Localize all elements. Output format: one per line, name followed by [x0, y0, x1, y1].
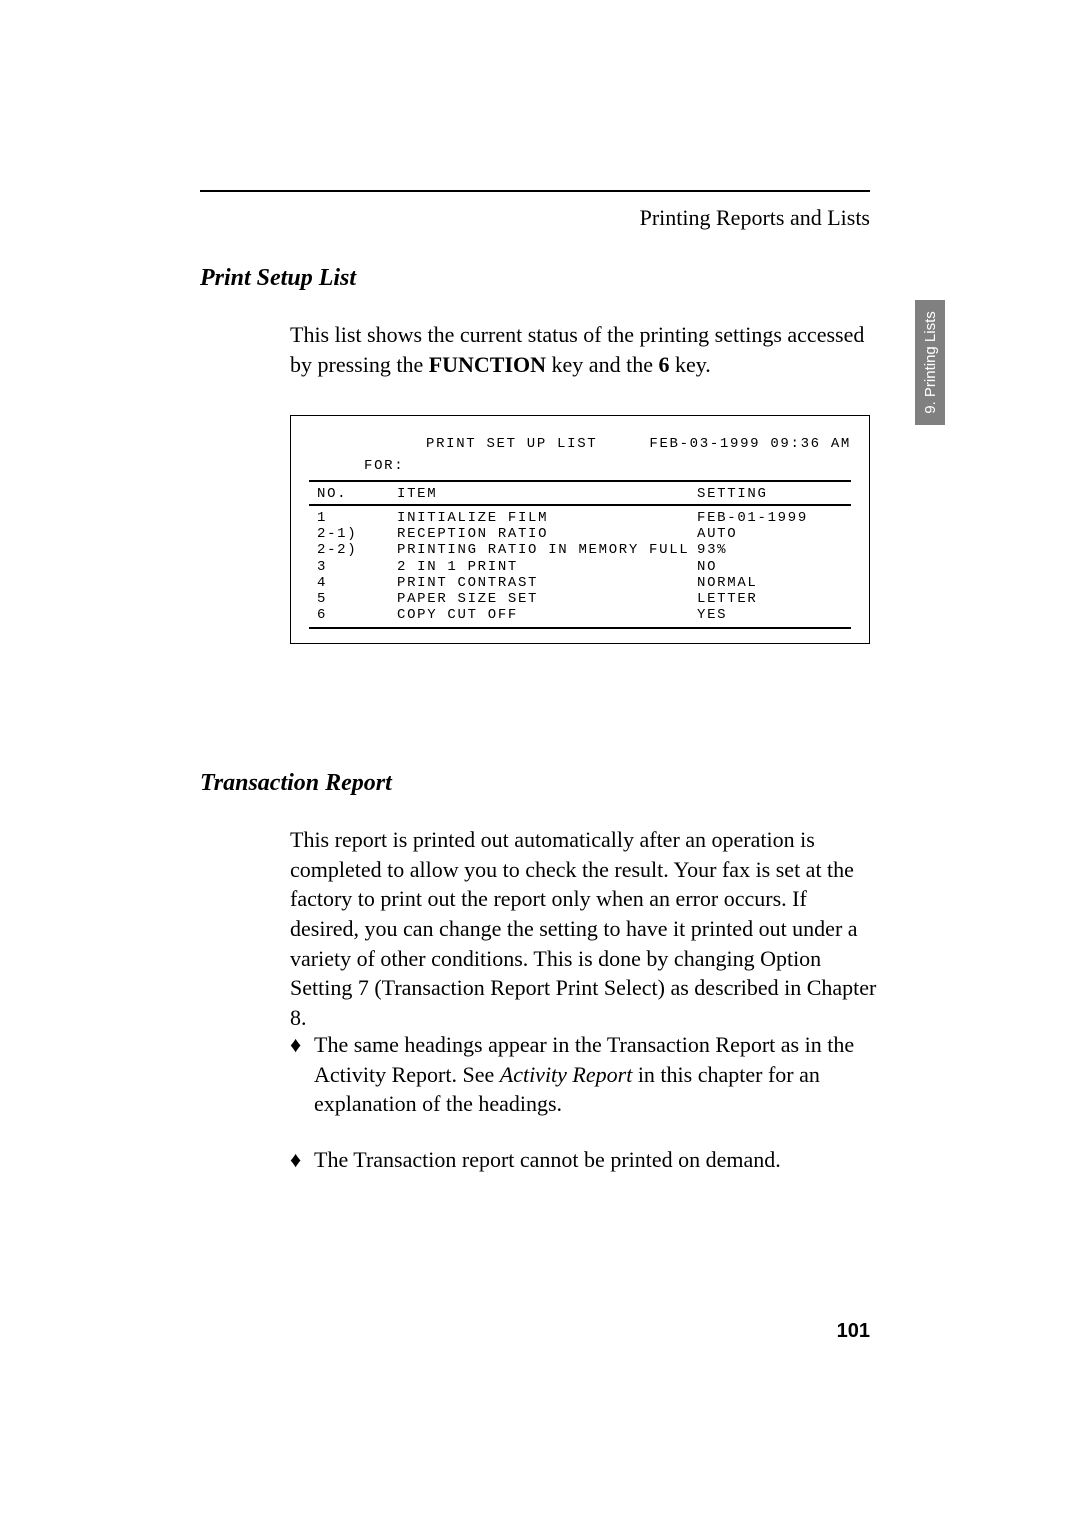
- table-header-row: NO. ITEM SETTING: [309, 482, 851, 504]
- cell-setting: 93%: [697, 542, 851, 558]
- bullet-text: The same headings appear in the Transact…: [314, 1030, 880, 1119]
- table-row: 6 COPY CUT OFF YES: [309, 607, 851, 623]
- table-rule: [309, 627, 851, 629]
- print-setup-intro: This list shows the current status of th…: [290, 320, 870, 379]
- cell-setting: NO: [697, 559, 851, 575]
- cell-item: COPY CUT OFF: [397, 607, 697, 623]
- section-title-transaction: Transaction Report: [200, 770, 392, 797]
- col-header-setting: SETTING: [697, 486, 851, 502]
- header-caption: Printing Reports and Lists: [640, 205, 870, 231]
- col-header-item: ITEM: [397, 486, 697, 502]
- cell-setting: FEB-01-1999: [697, 510, 851, 526]
- cell-setting: YES: [697, 607, 851, 623]
- table-row: 1 INITIALIZE FILM FEB-01-1999: [309, 510, 851, 526]
- cell-item: INITIALIZE FILM: [397, 510, 697, 526]
- cell-no: 3: [309, 559, 397, 575]
- table-row: 3 2 IN 1 PRINT NO: [309, 559, 851, 575]
- cell-no: 1: [309, 510, 397, 526]
- side-tab: 9. Printing Lists: [915, 300, 945, 425]
- header-rule: [200, 190, 870, 192]
- bullet-icon: ♦: [290, 1030, 314, 1119]
- bullet-item: ♦ The Transaction report cannot be print…: [290, 1145, 880, 1175]
- cell-no: 4: [309, 575, 397, 591]
- table-row: 2-2) PRINTING RATIO IN MEMORY FULL 93%: [309, 542, 851, 558]
- intro-function-key: FUNCTION: [429, 352, 546, 377]
- bullet-text: The Transaction report cannot be printed…: [314, 1145, 781, 1175]
- cell-item: PRINT CONTRAST: [397, 575, 697, 591]
- table-row: 5 PAPER SIZE SET LETTER: [309, 591, 851, 607]
- list-date: FEB-03-1999 09:36 AM: [649, 436, 851, 452]
- table-row: 4 PRINT CONTRAST NORMAL: [309, 575, 851, 591]
- intro-text-post: key.: [669, 352, 710, 377]
- cell-item: PRINTING RATIO IN MEMORY FULL: [397, 542, 697, 558]
- table-rule: [309, 504, 851, 506]
- cell-no: 6: [309, 607, 397, 623]
- cell-item: PAPER SIZE SET: [397, 591, 697, 607]
- cell-no: 2-1): [309, 526, 397, 542]
- section-title-print-setup: Print Setup List: [200, 265, 356, 292]
- list-title: PRINT SET UP LIST: [309, 436, 649, 452]
- col-header-no: NO.: [309, 486, 397, 502]
- cell-setting: NORMAL: [697, 575, 851, 591]
- transaction-paragraph: This report is printed out automatically…: [290, 825, 880, 1033]
- bullet-item: ♦ The same headings appear in the Transa…: [290, 1030, 880, 1119]
- print-setup-list-box: PRINT SET UP LIST FEB-03-1999 09:36 AM F…: [290, 415, 870, 644]
- side-tab-label: 9. Printing Lists: [922, 311, 939, 414]
- cell-no: 2-2): [309, 542, 397, 558]
- cell-setting: AUTO: [697, 526, 851, 542]
- page-number: 101: [837, 1320, 870, 1343]
- cell-item: 2 IN 1 PRINT: [397, 559, 697, 575]
- intro-six-key: 6: [658, 352, 669, 377]
- table-row: 2-1) RECEPTION RATIO AUTO: [309, 526, 851, 542]
- cell-item: RECEPTION RATIO: [397, 526, 697, 542]
- bullet1-italic: Activity Report: [500, 1062, 633, 1087]
- cell-setting: LETTER: [697, 591, 851, 607]
- list-for-label: FOR:: [309, 458, 851, 474]
- bullet-icon: ♦: [290, 1145, 314, 1175]
- intro-text-mid: key and the: [546, 352, 658, 377]
- cell-no: 5: [309, 591, 397, 607]
